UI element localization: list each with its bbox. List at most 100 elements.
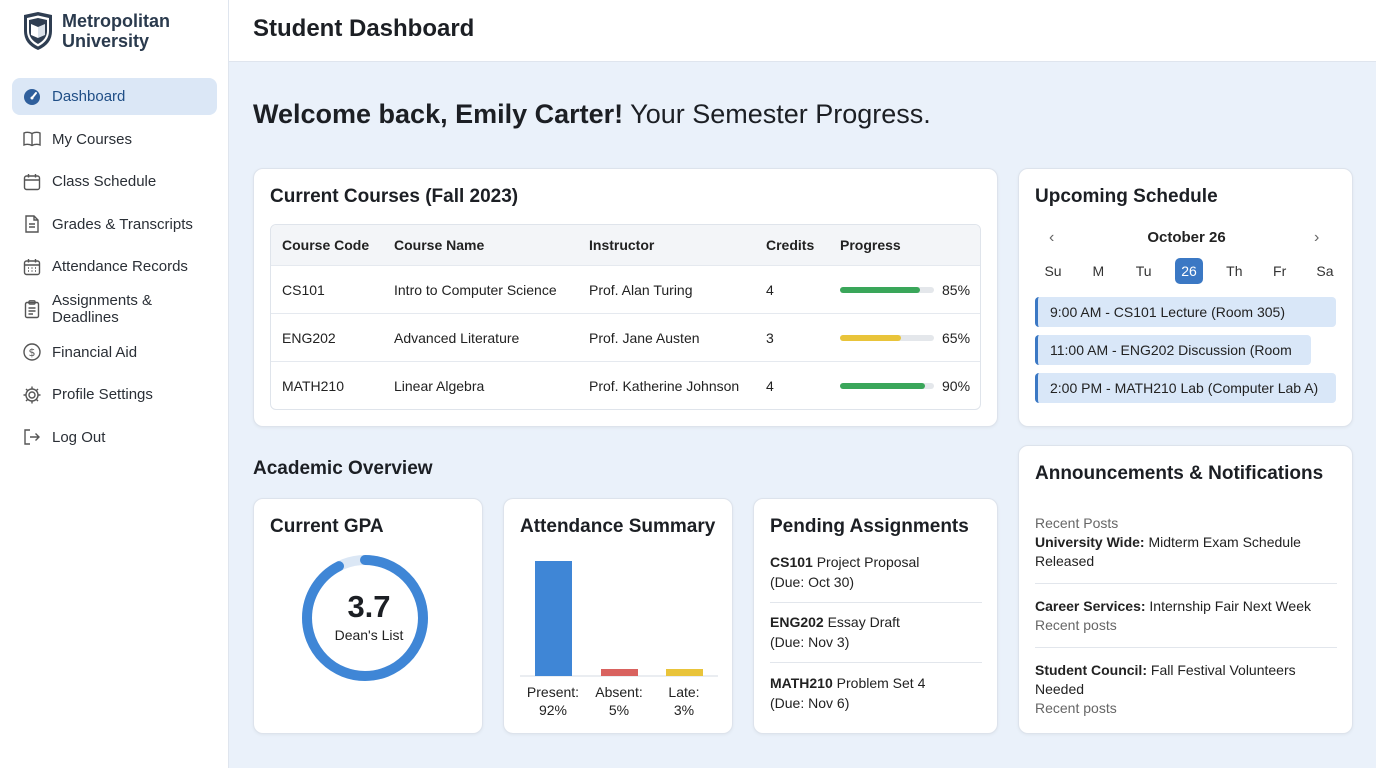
upcoming-schedule-card: Upcoming Schedule ‹ October 26 › Su M Tu… [1018,168,1353,427]
progress-label: 65% [942,329,971,346]
column-header: Progress [840,237,901,253]
welcome-message: Welcome back, Emily Carter! Your Semeste… [253,99,931,130]
course-name: Linear Algebra [394,378,485,394]
current-courses-title: Current Courses (Fall 2023) [270,186,519,207]
academic-overview-title: Academic Overview [253,458,433,479]
gpa-value: 3.7 [347,589,391,624]
announcements-card: Announcements & Notifications Recent Pos… [1018,445,1353,734]
sidebar-item-profile-settings[interactable]: Profile Settings [12,376,217,413]
course-code: ENG202 [282,329,336,346]
announcement-text: Internship Fair Next Week [1145,598,1312,614]
sidebar-item-my-courses[interactable]: My Courses [12,121,217,158]
progress-bar-fill [840,383,925,389]
sidebar-item-financial-aid[interactable]: $ Financial Aid [12,334,217,371]
announcement-source: Career Services: [1035,598,1146,614]
announcement-item[interactable]: Student Council: Fall Festival Volunteer… [1035,661,1337,718]
bar-value-label: 5% [608,702,630,718]
course-credits: 4 [766,281,774,298]
calendar-day[interactable]: Th [1226,263,1243,279]
divider [1035,583,1337,584]
courses-table: Course Code Course Name Instructor Credi… [270,224,981,410]
schedule-event[interactable]: 2:00 PM - MATH210 Lab (Computer Lab A) [1035,373,1336,403]
table-row[interactable]: ENG202 Advanced Literature Prof. Jane Au… [271,314,980,362]
sidebar-item-label: Dashboard [52,88,126,105]
course-instructor: Prof. Jane Austen [589,329,700,346]
divider [770,602,982,603]
shield-logo-icon [24,12,52,50]
course-credits: 4 [766,378,774,394]
bar-category: Absent: [595,684,643,700]
pending-assignments-title: Pending Assignments [770,516,969,537]
announcement-sub: Recent posts [1035,700,1117,716]
gpa-ring-arc [302,555,428,681]
assignment-item[interactable]: CS101 Project Proposal (Due: Oct 30) [770,552,982,592]
bar-present [535,561,572,676]
table-header-row: Course Code Course Name Instructor Credi… [271,225,980,266]
assignment-item[interactable]: MATH210 Problem Set 4 (Due: Nov 6) [770,673,982,713]
calendar-day[interactable]: M [1092,263,1105,279]
course-name: Advanced Literature [394,329,520,346]
sidebar-item-grades-transcripts[interactable]: Grades & Transcripts [12,206,217,243]
divider [1035,647,1337,648]
calendar-day-selected[interactable]: 26 [1174,258,1203,284]
dollar-icon: $ [23,343,41,361]
calendar-day[interactable]: Fr [1273,263,1287,279]
sidebar-item-dashboard[interactable]: Dashboard [12,78,217,115]
sidebar-item-label: Financial Aid [52,343,138,361]
announcement-item[interactable]: Recent Posts University Wide: Midterm Ex… [1035,514,1337,571]
course-code: MATH210 [282,378,344,394]
announcement-text: Midterm Exam Schedule Released [1035,534,1301,569]
page-title: Student Dashboard [253,15,475,42]
schedule-event[interactable]: 11:00 AM - ENG202 Discussion (Room 210) [1035,335,1311,388]
bar-value-label: 92% [538,702,568,718]
chevron-left-icon[interactable]: ‹ [1049,229,1055,246]
announcement-source: University Wide: [1035,534,1145,550]
column-header: Course Name [394,237,485,253]
announcement-item[interactable]: Career Services: Internship Fair Next We… [1035,597,1337,635]
calendar-day[interactable]: Sa [1316,263,1334,279]
brand-line-1: Metropolitan [62,11,170,31]
assignment-due: (Due: Oct 30) [770,574,855,590]
progress-bar [840,334,934,341]
calendar-day[interactable]: Su [1044,263,1062,279]
top-header: Student Dashboard [229,0,1376,62]
sidebar-item-assignments-deadlines[interactable]: Assignments & Deadlines [12,291,217,328]
university-name: Metropolitan University [62,11,170,51]
divider [770,662,982,663]
calendar-day[interactable]: Tu [1135,263,1152,279]
document-icon [25,215,39,233]
university-logo[interactable]: Metropolitan University [22,11,170,51]
course-instructor: Prof. Katherine Johnson [589,378,740,394]
assignment-item[interactable]: ENG202 Essay Draft (Due: Nov 3) [770,612,982,652]
sidebar-item-label: Attendance Records [52,258,188,276]
bar-absent [601,669,638,676]
progress-label: 90% [942,378,971,394]
progress-bar-fill [840,286,920,293]
sidebar-item-class-schedule[interactable]: Class Schedule [12,163,217,200]
sidebar-item-label: My Courses [52,130,133,148]
announcement-sub: Recent posts [1035,617,1117,633]
progress-bar [840,383,934,389]
table-row[interactable]: CS101 Intro to Computer Science Prof. Al… [271,266,980,314]
column-header: Course Code [282,237,370,253]
book-icon [23,131,41,147]
assignment-code: MATH210 [770,675,833,691]
sidebar-item-attendance-records[interactable]: Attendance Records [12,248,217,285]
chevron-right-icon[interactable]: › [1314,229,1320,246]
schedule-event[interactable]: 9:00 AM - CS101 Lecture (Room 305) [1035,297,1336,327]
sidebar-item-label: Log Out [52,428,106,446]
table-row[interactable]: MATH210 Linear Algebra Prof. Katherine J… [271,362,980,409]
progress-label: 85% [942,281,971,298]
sidebar-item-label: Grades & Transcripts [52,215,193,233]
course-code: CS101 [282,281,325,298]
sidebar-item-log-out[interactable]: Log Out [12,419,217,456]
calendar-icon [23,173,41,190]
course-progress: 90% [829,378,980,394]
announcement-source: Student Council: [1035,662,1147,678]
gpa-label: Dean's List [334,627,404,643]
welcome-subtitle: Your Semester Progress. [623,99,931,129]
column-header: Instructor [589,237,655,253]
assignment-task: Problem Set 4 [832,675,926,691]
calendar-week: Su M Tu 26 Th Fr Sa [1039,258,1339,284]
logout-icon [24,429,40,445]
